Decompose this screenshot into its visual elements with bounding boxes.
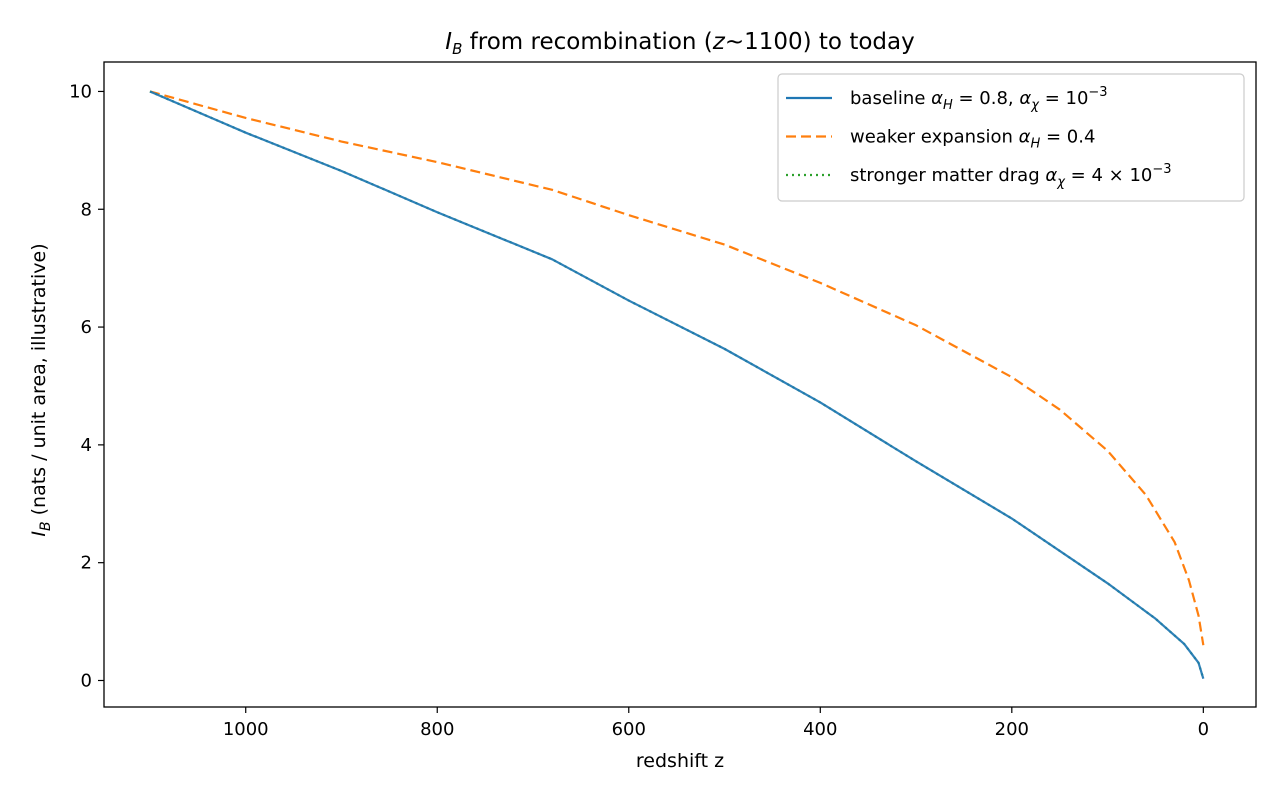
y-tick-label: 4 [81, 435, 92, 456]
plot-frame [103, 61, 1257, 708]
plot-area [103, 61, 1257, 708]
legend-label-baseline: baseline αH = 0.8, αχ = 10−3 [850, 85, 1108, 113]
series-line-baseline [149, 90, 1205, 680]
legend-label-stronger: stronger matter drag αχ = 4 × 10−3 [850, 162, 1172, 190]
legend-label-weaker: weaker expansion αH = 0.4 [850, 127, 1095, 152]
x-axis-label: redshift z [636, 750, 724, 772]
x-tick-label: 400 [803, 719, 837, 740]
legend: baseline αH = 0.8, αχ = 10−3 weaker expan… [777, 73, 1245, 202]
y-tick-label: 8 [81, 199, 92, 220]
chart-title: IB from recombination (z~1100) to today [445, 29, 914, 58]
y-axis: 0 2 4 6 8 10 [69, 81, 104, 691]
y-tick-label: 6 [81, 317, 92, 338]
x-tick-label: 0 [1198, 719, 1209, 740]
x-tick-label: 200 [995, 719, 1029, 740]
x-axis: 1000 800 600 400 200 0 [223, 707, 1209, 740]
y-tick-label: 10 [69, 81, 92, 102]
x-tick-label: 600 [612, 719, 646, 740]
y-tick-label: 0 [81, 670, 92, 691]
legend-box [777, 73, 1245, 202]
x-tick-label: 1000 [223, 719, 269, 740]
y-axis-label: IB (nats / unit area, illustrative) [28, 243, 54, 536]
x-tick-label: 800 [420, 719, 454, 740]
series-line-weaker [149, 90, 1205, 646]
y-tick-label: 2 [81, 553, 92, 574]
